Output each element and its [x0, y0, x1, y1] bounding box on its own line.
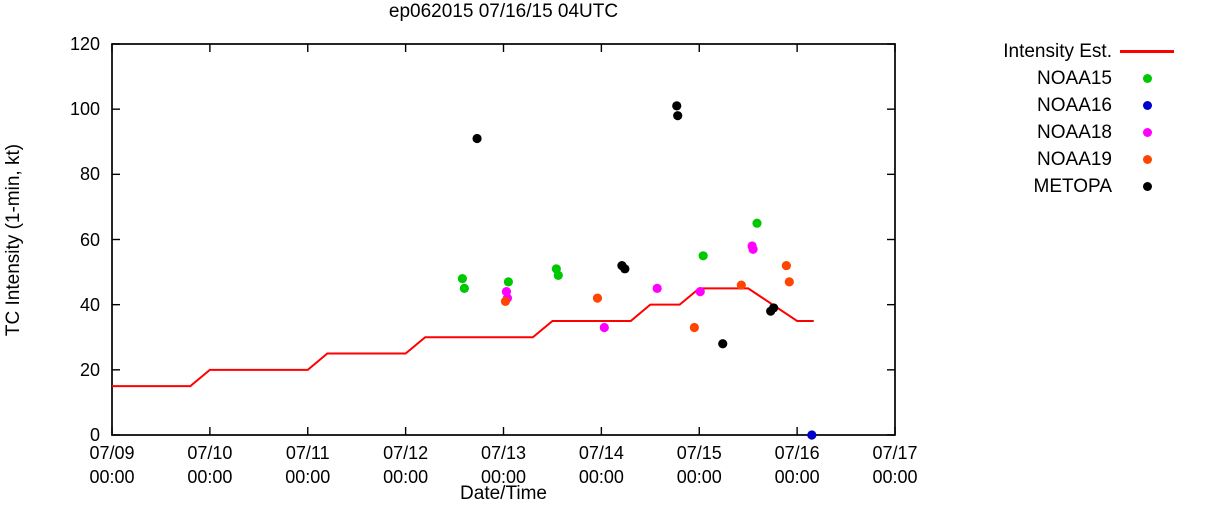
legend-marker-box	[1112, 50, 1182, 53]
legend-row: Intensity Est.	[950, 38, 1182, 65]
data-point-noaa19	[689, 322, 699, 333]
legend-row: NOAA15	[950, 65, 1182, 92]
data-point-noaa15	[698, 251, 708, 261]
chart-title: ep062015 07/16/15 04UTC	[388, 1, 619, 22]
x-tick-date: 07/10	[187, 443, 233, 463]
legend-label: NOAA18	[1037, 121, 1112, 143]
x-tick-time: 00:00	[89, 467, 135, 487]
x-axis-label: Date/Time	[460, 483, 547, 504]
x-tick-label: 07/09 00:00	[67, 441, 157, 489]
legend: Intensity Est. NOAA15 NOAA16 NOAA18 NOAA19 ME…	[950, 38, 1182, 200]
data-point-noaa15	[503, 277, 513, 287]
x-tick-time: 00:00	[774, 467, 820, 487]
data-point-metopa	[472, 133, 482, 144]
x-tick-date: 07/17	[872, 443, 918, 463]
data-point-noaa19	[736, 280, 746, 290]
data-point-noaa19	[592, 293, 603, 303]
x-tick-label: 07/11 00:00	[263, 441, 353, 489]
x-tick-date: 07/14	[578, 443, 624, 463]
legend-label: METOPA	[1033, 175, 1112, 197]
data-point-noaa18	[652, 283, 662, 293]
legend-marker-box	[1112, 74, 1182, 83]
data-point-metopa	[673, 111, 683, 121]
data-point-metopa	[620, 264, 630, 274]
data-point-noaa18	[748, 244, 758, 254]
data-point-noaa15	[457, 274, 467, 284]
data-point-noaa15	[553, 270, 563, 280]
x-tick-label: 07/17 00:00	[850, 441, 940, 489]
plot-frame	[111, 43, 896, 436]
y-tick-label: 60	[79, 229, 100, 250]
legend-row: METOPA	[950, 173, 1182, 200]
x-tick-time: 00:00	[480, 467, 527, 487]
x-tick-time: 00:00	[285, 467, 331, 487]
x-tick-date: 07/11	[285, 443, 330, 463]
x-tick-date: 07/12	[383, 443, 429, 463]
x-tick-date: 07/13	[480, 443, 527, 463]
x-tick-date: 07/09	[89, 443, 135, 463]
x-tick-time: 00:00	[578, 467, 624, 487]
legend-dot-marker	[1142, 182, 1152, 191]
x-tick-label: 07/12 00:00	[361, 441, 451, 489]
x-tick-time: 00:00	[383, 467, 429, 487]
legend-marker-box	[1112, 182, 1182, 191]
intensity-line	[112, 287, 814, 388]
legend-dot-marker	[1142, 155, 1152, 164]
legend-dot-marker	[1142, 101, 1152, 110]
data-point-metopa	[718, 339, 728, 349]
x-tick-label: 07/15 00:00	[654, 441, 744, 489]
x-tick-date: 07/16	[774, 443, 820, 463]
data-point-noaa15	[459, 283, 469, 293]
data-point-noaa19	[781, 260, 791, 271]
legend-marker-box	[1112, 128, 1182, 137]
legend-line-marker	[1120, 50, 1174, 53]
y-tick-label: 40	[79, 294, 100, 315]
y-tick-label: 80	[79, 164, 100, 185]
data-point-noaa18	[695, 287, 705, 297]
x-tick-label: 07/16 00:00	[752, 441, 842, 489]
data-point-noaa18	[599, 322, 609, 333]
data-point-noaa16	[807, 430, 817, 440]
x-tick-date: 07/15	[676, 443, 722, 463]
x-tick-time: 00:00	[872, 467, 918, 487]
legend-marker-box	[1112, 155, 1182, 164]
legend-label: Intensity Est.	[1003, 40, 1112, 62]
x-tick-time: 00:00	[187, 467, 233, 487]
data-point-noaa19	[784, 277, 794, 287]
legend-label: NOAA19	[1037, 148, 1112, 170]
data-point-noaa19	[500, 296, 511, 307]
y-tick-label: 100	[69, 99, 100, 120]
legend-label: NOAA16	[1037, 94, 1112, 116]
legend-label: NOAA15	[1037, 67, 1112, 89]
legend-row: NOAA19	[950, 146, 1182, 173]
legend-row: NOAA18	[950, 119, 1182, 146]
y-tick-label: 20	[79, 359, 100, 380]
data-point-noaa15	[752, 218, 762, 228]
legend-dot-marker	[1142, 128, 1152, 137]
x-tick-time: 00:00	[676, 467, 722, 487]
x-tick-label: 07/14 00:00	[556, 441, 646, 489]
x-tick-label: 07/10 00:00	[165, 441, 255, 489]
data-point-metopa	[769, 303, 779, 313]
x-tick-label: 07/13 00:00	[459, 441, 549, 489]
data-point-metopa	[672, 101, 682, 111]
legend-marker-box	[1112, 101, 1182, 110]
y-tick-label: 0	[89, 425, 100, 445]
legend-dot-marker	[1142, 74, 1152, 83]
legend-row: NOAA16	[950, 92, 1182, 119]
y-tick-label: 120	[69, 34, 100, 54]
